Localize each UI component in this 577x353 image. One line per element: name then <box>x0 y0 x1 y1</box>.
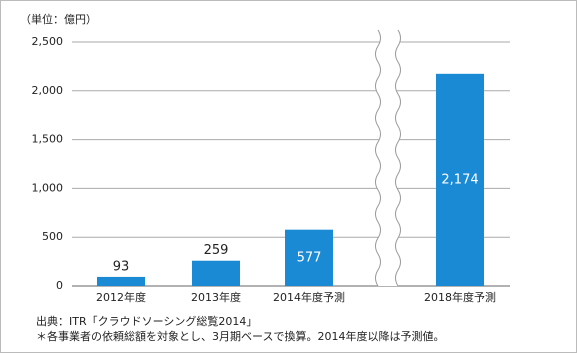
bar <box>192 260 240 286</box>
x-tick-label: 2012年度 <box>96 290 146 304</box>
bar <box>436 73 484 286</box>
bars: 93 259 577 2,174 <box>97 73 484 286</box>
x-tick-label: 2014年度予測 <box>273 290 345 304</box>
value-label: 577 <box>297 250 322 265</box>
y-tick-label: 2,000 <box>32 84 64 97</box>
unit-label: （単位：億円） <box>20 12 97 26</box>
bar <box>97 276 145 286</box>
y-tick-label: 1,500 <box>32 133 64 146</box>
source-note: 出典：ITR「クラウドソーシング総覧2014」 <box>36 314 257 328</box>
value-label: 259 <box>204 243 229 258</box>
bar <box>285 229 333 286</box>
y-tick-label: 1,000 <box>32 181 64 194</box>
x-tick-label: 2013年度 <box>191 290 241 304</box>
y-tick-label: 500 <box>42 230 63 243</box>
value-label: 93 <box>113 259 130 274</box>
y-tick-label: 0 <box>56 279 63 292</box>
axis-break-line <box>375 29 381 287</box>
footnote: ＊各事業者の依頼総額を対象とし、3月期ベースで換算。2014年度以降は予測値。 <box>36 329 444 343</box>
y-tick-label: 2,500 <box>32 35 64 48</box>
x-tick-label: 2018年度予測 <box>424 290 496 304</box>
axis-break-fill <box>375 30 401 286</box>
value-label: 2,174 <box>441 172 478 187</box>
axis-break-line <box>395 29 401 287</box>
